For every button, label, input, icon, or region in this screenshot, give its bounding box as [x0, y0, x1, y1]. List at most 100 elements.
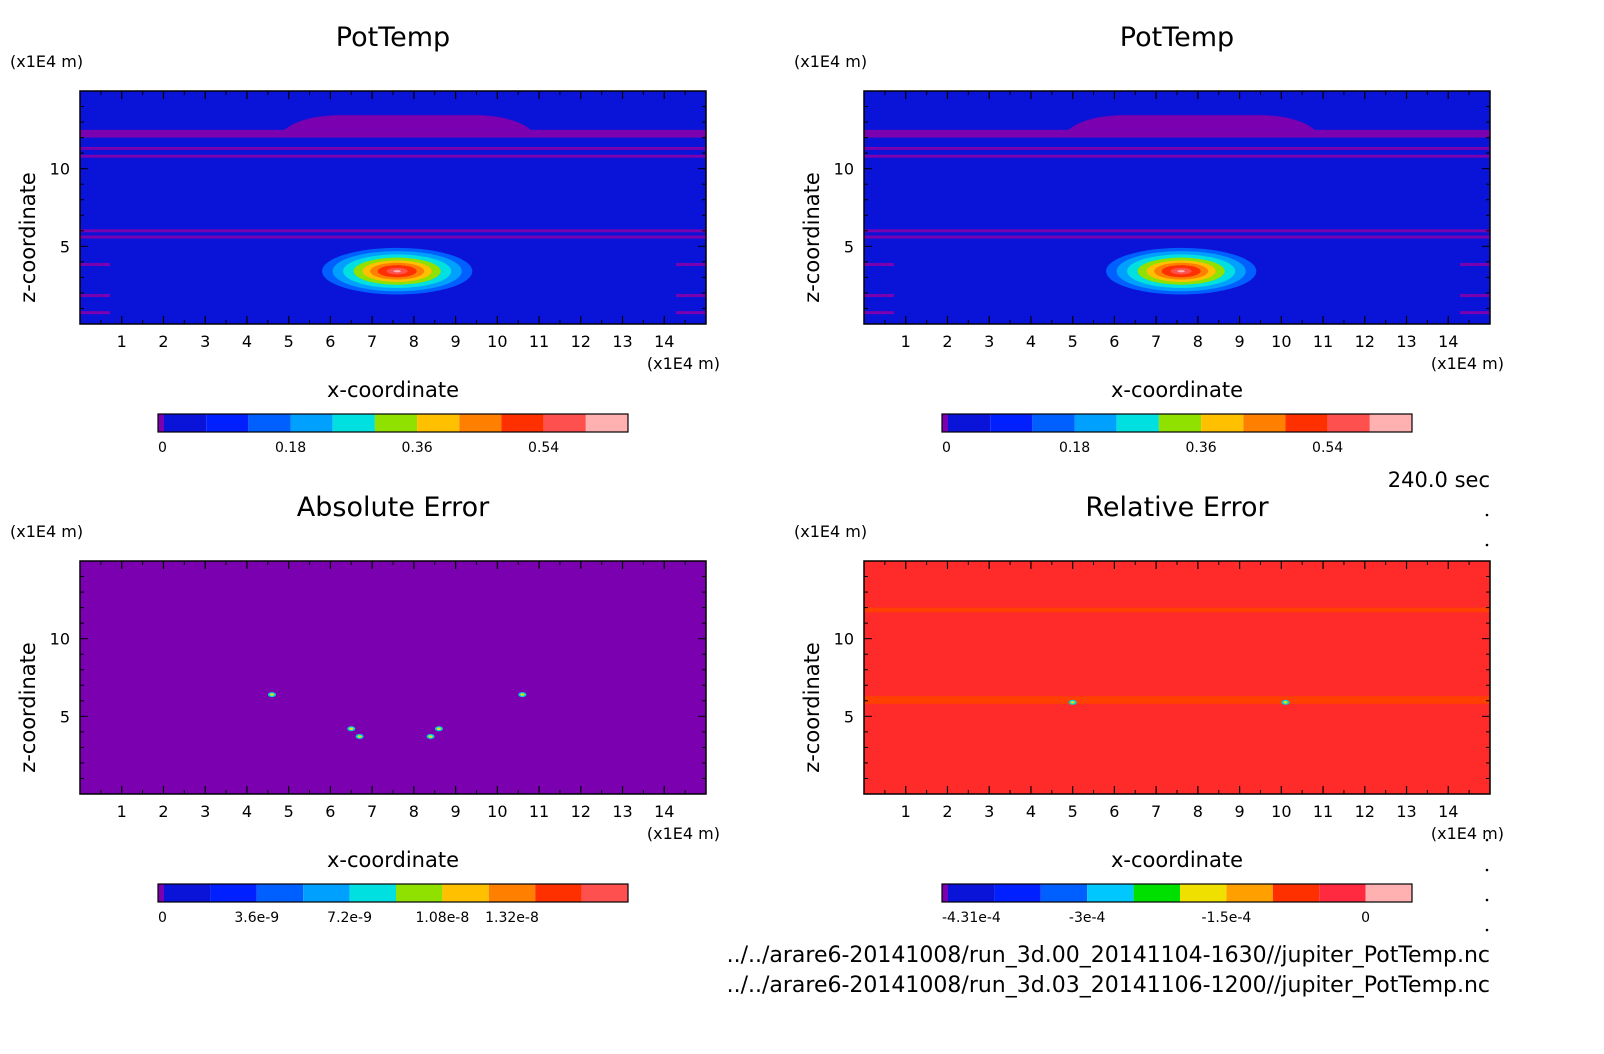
colorbar-label: 0	[942, 440, 951, 456]
x-tick-label: 5	[284, 332, 294, 351]
y-tick-label: 5	[60, 237, 70, 256]
colorbar-swatch	[1327, 414, 1370, 432]
contour-ring	[1177, 270, 1185, 273]
x-tick-label: 7	[367, 332, 377, 351]
x-tick-label: 3	[200, 332, 210, 351]
contour-edge	[676, 294, 706, 298]
colorbar-swatch	[1319, 884, 1366, 902]
field-band	[80, 129, 706, 138]
edge-dot	[1485, 928, 1489, 932]
colorbar-swatch	[1272, 884, 1320, 902]
x-tick-label: 6	[1109, 802, 1119, 821]
x-tick-label: 2	[942, 802, 952, 821]
colorbar-label: -3e-4	[1069, 910, 1106, 926]
contour-line	[80, 229, 706, 233]
x-tick-label: 6	[325, 802, 335, 821]
colorbar-swatch	[581, 884, 628, 902]
contour-edge	[1460, 294, 1490, 298]
contour-line	[864, 229, 1490, 233]
colorbar-swatch	[459, 414, 502, 432]
x-tick-label: 1	[901, 802, 911, 821]
colorbar: -4.31e-4 -3e-4 -1.5e-4 0	[941, 883, 1413, 926]
edge-dot	[1485, 513, 1489, 517]
colorbar-swatch	[942, 884, 948, 902]
x-tick-label: 10	[487, 802, 507, 821]
colorbar-swatch	[543, 414, 586, 432]
x-tick-label: 3	[984, 802, 994, 821]
error-spot-core	[357, 735, 362, 738]
chart-panel-3: Absolute Error(x1E4 m)1 2 3 4 5 6 7 8 9 10 11 12 13 1…	[10, 492, 720, 926]
y-axis-label: z-coordinate	[16, 642, 40, 773]
colorbar-swatch	[417, 414, 460, 432]
chart-title: Relative Error	[1085, 492, 1269, 523]
y-tick-label: 5	[844, 237, 854, 256]
colorbar-swatch	[1116, 414, 1159, 432]
field-features	[80, 115, 706, 315]
x-tick-label: 5	[1068, 802, 1078, 821]
colorbar-label: 7.2e-9	[327, 910, 372, 926]
footer-file-1: ../../arare6-20141008/run_3d.00_20141104…	[727, 943, 1490, 968]
colorbar-label: 3.6e-9	[234, 910, 279, 926]
error-spot-core	[1283, 701, 1288, 704]
colorbar-swatch	[1158, 414, 1202, 432]
y-tick-label: 5	[844, 707, 854, 726]
colorbar-swatch	[1180, 884, 1227, 902]
error-spot-core	[436, 727, 441, 730]
x-tick-label: 14	[1438, 332, 1458, 351]
x-tick-label: 5	[1068, 332, 1078, 351]
x-unit-label: (x1E4 m)	[1431, 354, 1504, 373]
field-band	[864, 607, 1490, 613]
contour-edge	[80, 294, 110, 298]
x-tick-label: 1	[901, 332, 911, 351]
contour-line	[80, 154, 706, 158]
error-spot-core	[428, 735, 433, 738]
y-axis-label: z-coordinate	[16, 172, 40, 303]
colorbar-label: 1.32e-8	[485, 910, 539, 926]
edge-dot	[1485, 838, 1489, 842]
field-band	[864, 696, 1490, 704]
contour-edge	[864, 311, 894, 315]
x-tick-label: 9	[1235, 802, 1245, 821]
colorbar-swatch	[1133, 884, 1180, 902]
colorbar-label: -4.31e-4	[942, 910, 1001, 926]
colorbar-swatch	[158, 414, 164, 432]
edge-dot	[1485, 543, 1489, 547]
x-tick-label: 9	[1235, 332, 1245, 351]
colorbar-swatch	[990, 414, 1033, 432]
time-label: 240.0 sec	[1388, 468, 1490, 492]
contour-ring	[393, 270, 401, 273]
y-axis-label: z-coordinate	[800, 172, 824, 303]
contour-line	[864, 146, 1490, 150]
colorbar-swatch	[1087, 884, 1134, 902]
y-unit-label: (x1E4 m)	[10, 522, 83, 541]
x-tick-label: 7	[367, 802, 377, 821]
x-axis-label: x-coordinate	[1111, 378, 1243, 402]
y-tick-label: 10	[834, 160, 854, 179]
colorbar-swatch	[396, 884, 443, 902]
x-tick-label: 10	[487, 332, 507, 351]
x-tick-label: 3	[984, 332, 994, 351]
y-tick-label: 10	[50, 160, 70, 179]
x-axis-label: x-coordinate	[327, 848, 459, 872]
x-tick-label: 1	[117, 802, 127, 821]
colorbar-swatch	[1201, 414, 1244, 432]
field-features	[864, 115, 1490, 315]
colorbar-swatch	[206, 414, 249, 432]
contour-edge	[80, 262, 110, 266]
x-tick-label: 9	[451, 332, 461, 351]
colorbar-label: 0	[158, 910, 167, 926]
x-tick-label: 12	[1355, 802, 1375, 821]
x-tick-label: 13	[612, 802, 632, 821]
colorbar-swatch	[948, 884, 995, 902]
x-tick-label: 11	[529, 802, 549, 821]
x-tick-label: 13	[612, 332, 632, 351]
colorbar-swatch	[585, 414, 628, 432]
x-unit-label: (x1E4 m)	[647, 354, 720, 373]
x-tick-label: 7	[1151, 802, 1161, 821]
x-tick-label: 4	[1026, 332, 1036, 351]
colorbar-swatch	[1369, 414, 1412, 432]
colorbar-label: 0.54	[528, 440, 559, 456]
contour-dome	[284, 115, 531, 130]
colorbar-frame	[941, 413, 1413, 433]
colorbar-swatch	[535, 884, 582, 902]
